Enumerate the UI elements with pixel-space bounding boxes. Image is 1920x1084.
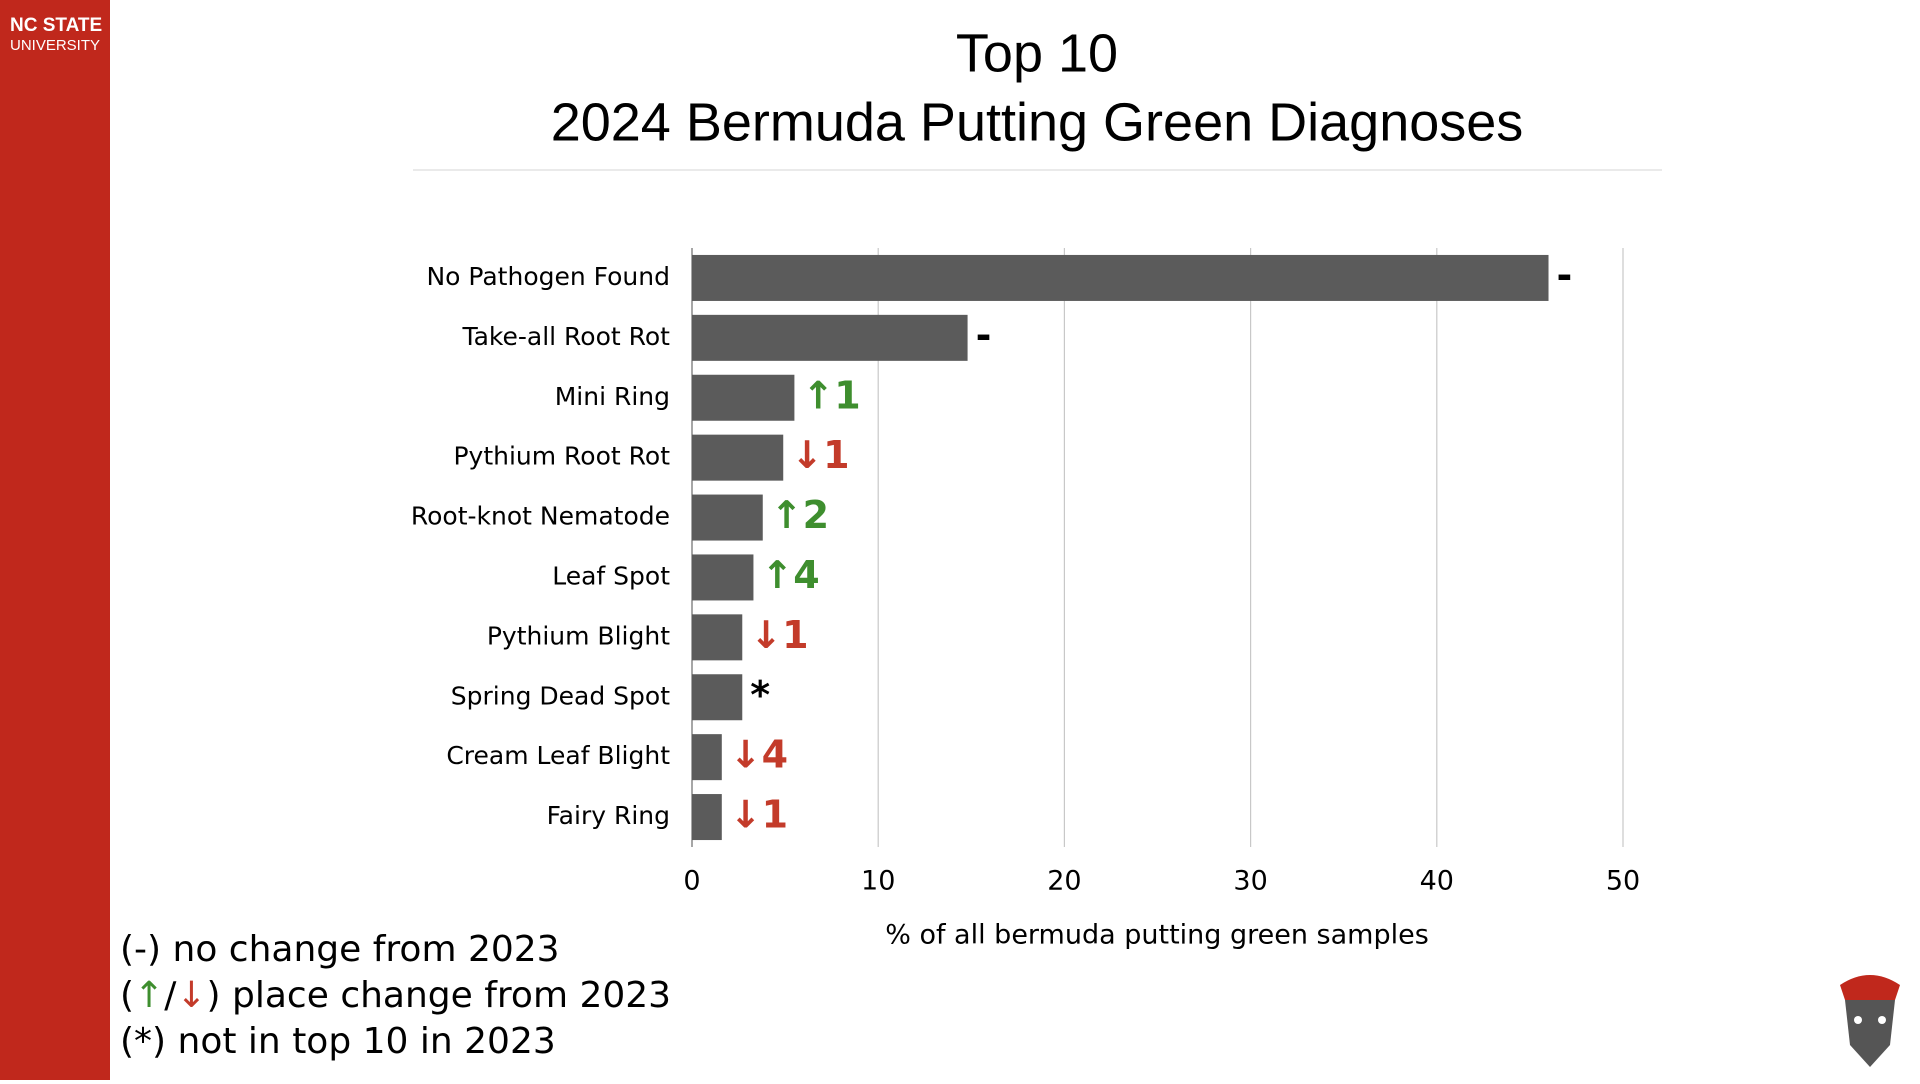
sidebar: [0, 0, 110, 1080]
y-tick-label: Pythium Root Rot: [453, 442, 670, 471]
y-tick-label: Cream Leaf Blight: [446, 741, 670, 770]
y-tick-label: Fairy Ring: [547, 801, 670, 830]
x-tick-label: 40: [1420, 866, 1454, 897]
change-marker: ↓4: [730, 733, 788, 777]
change-marker: ↑1: [802, 373, 860, 417]
bar: [692, 434, 784, 481]
bar: [692, 374, 795, 421]
x-tick-label: 30: [1233, 866, 1267, 897]
key-part: (-) no change from 2023: [120, 929, 560, 970]
x-tick-label: 10: [861, 866, 895, 897]
key-line: (↑/↓) place change from 2023: [120, 975, 671, 1016]
key-part: ↑: [134, 975, 164, 1016]
y-tick-label: Pythium Blight: [487, 621, 670, 650]
key-part: (: [120, 975, 134, 1016]
x-tick-label: 0: [683, 866, 700, 897]
change-marker: ↓1: [791, 433, 849, 477]
chart-title: Top 10: [956, 23, 1118, 83]
bar: [692, 554, 754, 601]
bar: [692, 254, 1549, 301]
bar: [692, 734, 722, 781]
change-marker: ↑2: [771, 493, 829, 537]
key-part: (*) not in top 10 in 2023: [120, 1021, 556, 1062]
mascot: [1840, 975, 1900, 1067]
key-line: (*) not in top 10 in 2023: [120, 1021, 556, 1062]
x-tick-label: 50: [1606, 866, 1640, 897]
chart-title: 2024 Bermuda Putting Green Diagnoses: [551, 92, 1524, 152]
key-part: ↓: [176, 975, 206, 1016]
key-line: (-) no change from 2023: [120, 929, 560, 970]
change-marker: ↑4: [761, 553, 819, 597]
change-marker: -: [1557, 253, 1573, 297]
bar: [692, 314, 968, 361]
change-marker: ↓1: [730, 793, 788, 837]
key-part: /: [164, 975, 177, 1016]
x-axis-label: % of all bermuda putting green samples: [885, 920, 1429, 951]
key-part: ) place change from 2023: [207, 975, 672, 1016]
bar: [692, 614, 743, 661]
y-tick-label: Spring Dead Spot: [451, 681, 670, 710]
y-tick-label: Leaf Spot: [552, 561, 670, 590]
bar: [692, 794, 722, 841]
logo-line1: NC STATE: [10, 15, 102, 36]
y-tick-label: Take-all Root Rot: [461, 322, 670, 351]
bar: [692, 674, 743, 721]
bar: [692, 494, 763, 541]
logo-line2: UNIVERSITY: [10, 37, 100, 54]
y-tick-label: Mini Ring: [555, 382, 670, 411]
change-marker: ↓1: [750, 613, 808, 657]
change-marker: -: [976, 313, 992, 357]
y-tick-label: Root-knot Nematode: [411, 502, 670, 531]
y-tick-label: No Pathogen Found: [426, 262, 670, 291]
x-tick-label: 20: [1047, 866, 1081, 897]
change-marker: *: [750, 673, 770, 717]
